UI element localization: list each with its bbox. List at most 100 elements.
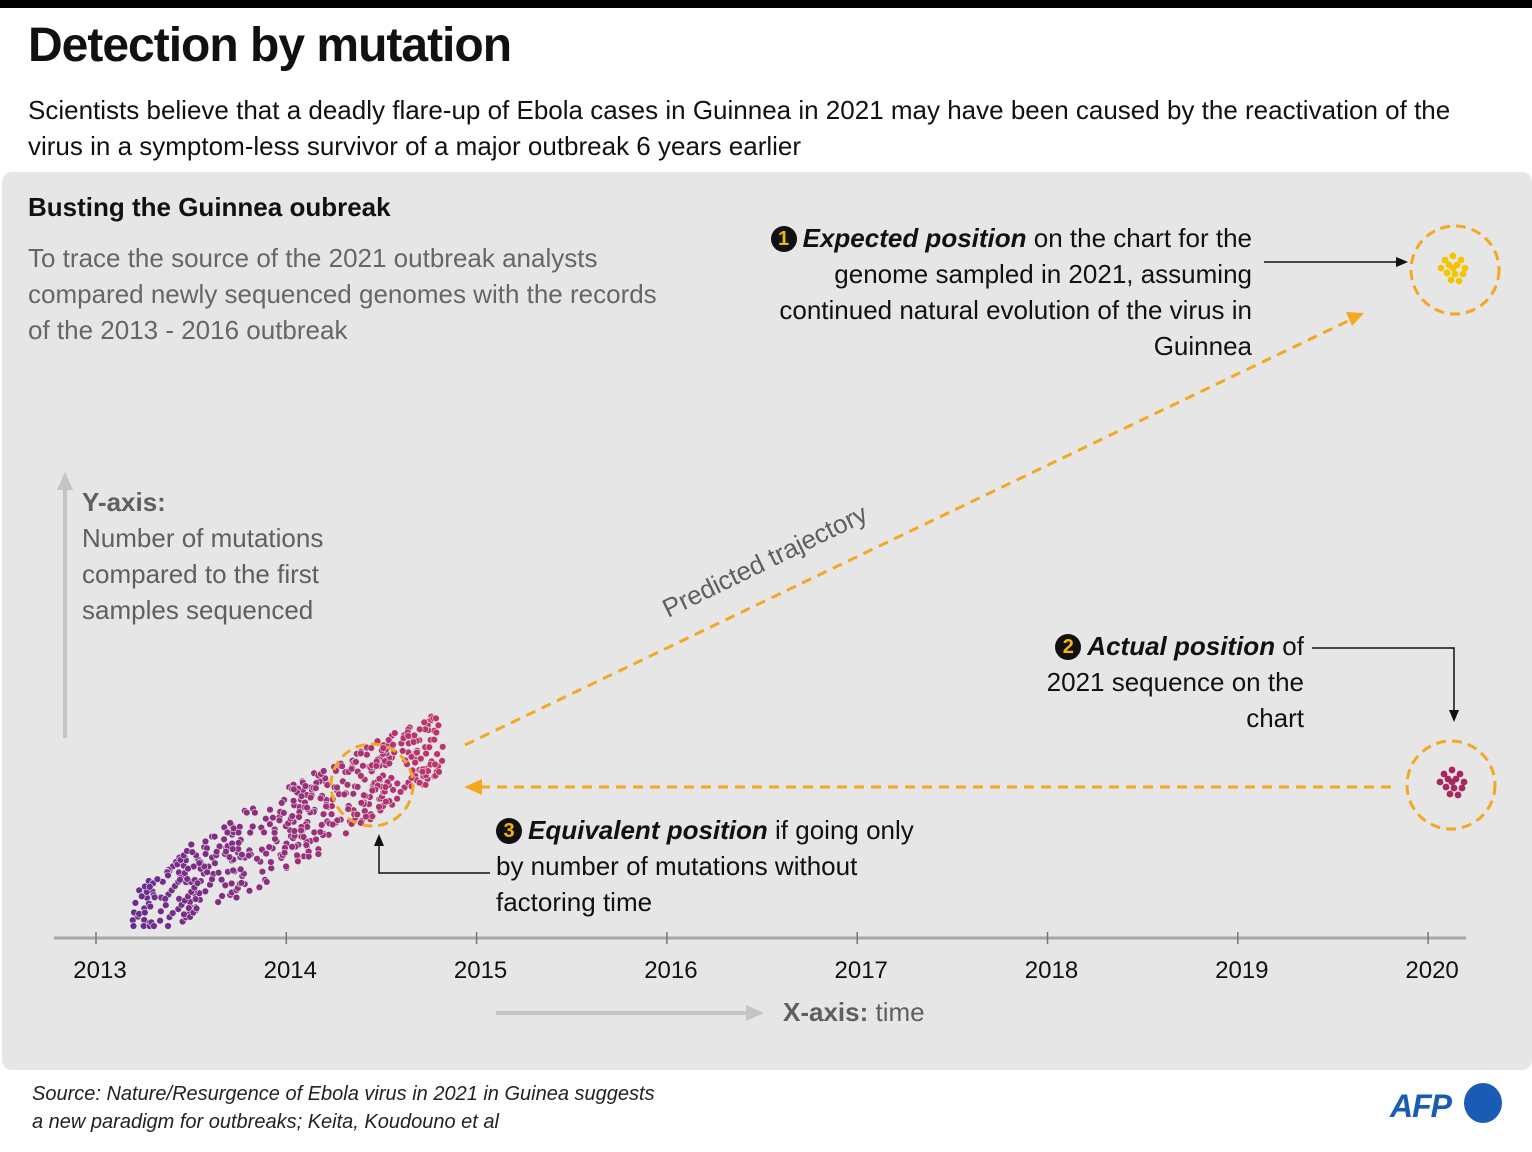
sample-dot (438, 757, 446, 765)
sample-dot (322, 802, 330, 810)
sample-dot (306, 793, 315, 802)
sample-dot (342, 829, 350, 837)
sample-dot (381, 783, 390, 791)
sample-dot (162, 901, 170, 909)
sample-dot (1436, 778, 1444, 786)
x-axis-label-rest: time (868, 997, 924, 1027)
sample-dot (327, 810, 336, 818)
sample-dot (280, 848, 289, 857)
sample-dot (270, 828, 279, 837)
sample-dot (245, 851, 253, 860)
afp-logo-dot (1464, 1083, 1502, 1123)
sample-dot (1446, 790, 1454, 798)
sample-dot (297, 826, 305, 835)
note3-pointer-arrowhead (374, 834, 384, 846)
sample-dot (312, 835, 320, 844)
sample-dot (432, 728, 440, 737)
sample-dot (1457, 256, 1465, 264)
sample-dot (1456, 770, 1464, 778)
sample-dot (225, 853, 234, 861)
sample-dot (340, 790, 348, 799)
sample-dot (1447, 276, 1455, 284)
sample-dot (214, 868, 223, 877)
sample-dot (211, 859, 219, 867)
sample-dot (433, 750, 441, 758)
sample-dot (316, 828, 324, 836)
sample-dot (150, 893, 159, 901)
sample-dot (278, 799, 286, 807)
sample-dot (407, 753, 416, 761)
x-tick-label: 2013 (73, 957, 126, 984)
sample-dot (141, 908, 149, 917)
intro-text: To trace the source of the 2021 outbreak… (28, 243, 657, 345)
sample-dot (184, 864, 192, 873)
x-tick-label: 2016 (644, 957, 697, 984)
sample-dot (222, 847, 230, 856)
sample-dot (265, 843, 273, 851)
sample-dot (245, 887, 254, 895)
sample-dot (161, 895, 169, 903)
sample-dot (237, 865, 245, 873)
sample-dot (289, 797, 298, 805)
sample-dot (343, 781, 352, 789)
sample-dot (263, 878, 271, 886)
sample-dot (409, 738, 418, 746)
sample-dot (214, 898, 222, 906)
sample-dot (1454, 791, 1462, 799)
sample-dot (234, 828, 243, 837)
sample-dot (416, 725, 424, 733)
note2-emphasis: Actual position (1087, 631, 1276, 661)
sample-dot (359, 762, 367, 770)
sample-dot (368, 812, 376, 821)
note2-pointer-line (1312, 647, 1455, 712)
x-axis-label-bold: X-axis: (783, 997, 868, 1027)
sample-dot (435, 768, 443, 776)
equivalent-position-circle (329, 742, 415, 828)
sample-dot (385, 736, 393, 744)
sample-dot (389, 786, 397, 794)
sample-dot (312, 784, 320, 792)
sample-dot (396, 788, 405, 796)
sample-dot (223, 828, 232, 837)
source-line-2: a new paradigm for outbreaks; Keita, Kou… (32, 1111, 499, 1133)
sample-dot (302, 841, 310, 849)
sample-dot (333, 816, 341, 825)
sample-dot (129, 922, 138, 930)
sample-dot (229, 824, 238, 833)
sample-dot (316, 794, 325, 802)
note3-emphasis: Equivalent position (528, 815, 768, 845)
x-axis-arrow-head (746, 1005, 764, 1021)
sample-dot (146, 883, 154, 891)
note1-text: on the chart for the genome sampled in 2… (779, 223, 1252, 361)
sample-dot (1458, 784, 1466, 792)
sample-dot (146, 902, 155, 911)
sample-dot (1449, 264, 1457, 272)
sample-dot (367, 744, 375, 752)
sample-dot (319, 810, 328, 818)
sample-dot (439, 743, 447, 751)
sample-dot (193, 879, 202, 887)
sample-dot (430, 735, 438, 744)
sample-dot (290, 827, 299, 835)
sample-dot (218, 892, 226, 900)
badge-3: 3 (496, 818, 522, 844)
sample-dot (185, 904, 193, 912)
sample-dot (329, 820, 337, 829)
sample-dot (420, 718, 428, 726)
predicted-trajectory-arrowhead (1346, 312, 1364, 326)
chart-panel (2, 172, 1532, 1070)
sample-dot (253, 855, 261, 863)
sample-dot (1461, 264, 1469, 272)
sample-dot (410, 731, 419, 740)
sample-dot (156, 916, 164, 925)
sample-dot (391, 729, 399, 737)
note3-pointer-line (378, 844, 490, 874)
sample-dot (164, 871, 172, 880)
sample-dot (267, 864, 275, 872)
sample-dot (280, 809, 288, 817)
sample-dot (352, 758, 360, 766)
source-note: Source: Nature/Resurgence of Ebola virus… (32, 1080, 655, 1136)
x-tick-label: 2018 (1025, 957, 1078, 984)
sample-dot (432, 714, 440, 722)
